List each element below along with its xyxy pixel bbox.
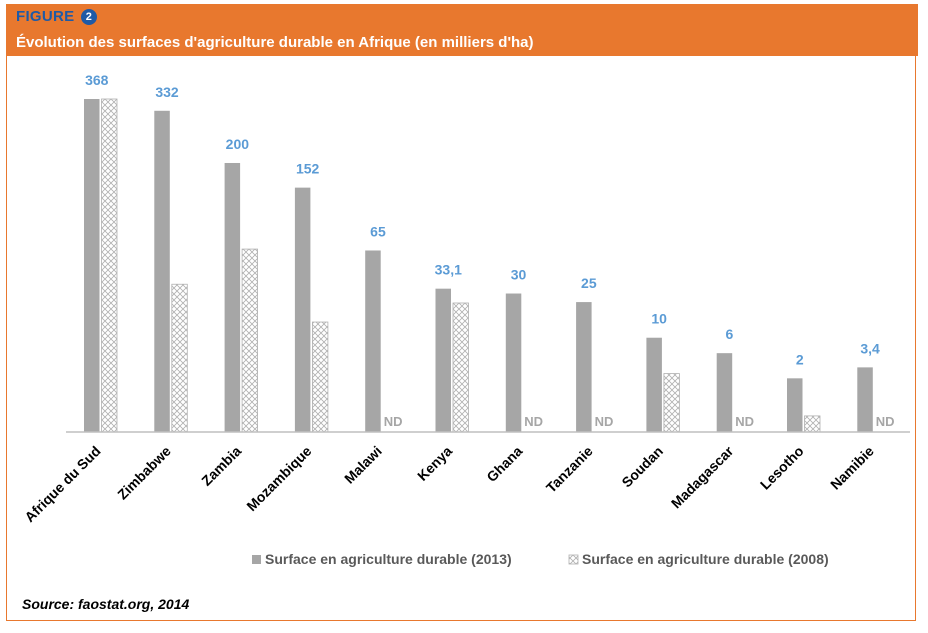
category-label-4: Malawi — [341, 443, 385, 487]
category-label-2: Zambia — [198, 443, 244, 489]
figure-number-badge: 2 — [80, 9, 97, 25]
category-label-1: Zimbabwe — [114, 443, 174, 503]
bar-2013-8 — [646, 337, 662, 432]
bar-2008-0 — [101, 98, 118, 433]
category-label-10: Lesotho — [757, 443, 807, 493]
bar-2013-5 — [435, 288, 451, 432]
category-label-9: Madagascar — [668, 442, 737, 511]
category-label-3: Mozambique — [243, 443, 314, 514]
bar-2013-2 — [224, 162, 241, 432]
value-label-2: 200 — [226, 136, 250, 152]
value-label-8: 10 — [651, 311, 667, 327]
value-label-3: 152 — [296, 161, 320, 177]
category-label-5: Kenya — [414, 443, 455, 484]
value-label-10: 2 — [796, 351, 804, 367]
bar-2013-11 — [857, 367, 873, 432]
value-label-9: 6 — [726, 326, 734, 342]
nd-label-11: ND — [876, 414, 895, 429]
legend-label-2008: Surface en agriculture durable (2008) — [582, 551, 829, 567]
category-label-0: Afrique du Sud — [21, 443, 103, 525]
bar-2013-1 — [154, 110, 170, 432]
source-note: Source: faostat.org, 2014 — [22, 596, 190, 612]
value-label-11: 3,4 — [860, 340, 880, 356]
bar-2013-6 — [505, 293, 522, 432]
value-label-5: 33,1 — [435, 262, 462, 278]
bar-2008-1 — [171, 283, 188, 433]
figure-header: FIGURE 2 Évolution des surfaces d'agricu… — [6, 4, 918, 56]
legend-swatch-2013 — [252, 555, 261, 564]
figure-label: FIGURE 2 — [16, 8, 97, 25]
bar-2008-2 — [241, 248, 259, 433]
category-label-6: Ghana — [483, 443, 525, 485]
value-label-6: 30 — [511, 267, 527, 283]
chart-title: Évolution des surfaces d'agriculture dur… — [16, 34, 534, 51]
legend-label-2013: Surface en agriculture durable (2013) — [265, 551, 512, 567]
figure-frame — [6, 56, 916, 621]
bar-2008-3 — [311, 321, 329, 433]
nd-label-9: ND — [735, 414, 754, 429]
bar-2008-8 — [663, 373, 680, 433]
nd-label-7: ND — [595, 414, 614, 429]
bar-2013-3 — [294, 187, 311, 432]
bar-2013-9 — [716, 353, 733, 432]
bar-2013-10 — [787, 378, 803, 432]
value-label-0: 368 — [85, 72, 109, 88]
category-label-7: Tanzanie — [543, 443, 596, 496]
legend-swatch-2008 — [568, 554, 579, 565]
category-label-11: Namibie — [827, 443, 877, 493]
value-label-7: 25 — [581, 275, 597, 291]
value-label-1: 332 — [155, 84, 179, 100]
bar-2013-4 — [365, 250, 381, 432]
nd-label-4: ND — [384, 414, 403, 429]
bar-2008-10 — [804, 415, 821, 433]
nd-label-6: ND — [524, 414, 543, 429]
bar-2013-0 — [84, 99, 100, 432]
bar-2008-5 — [452, 302, 469, 433]
bar-2013-7 — [576, 302, 592, 432]
value-label-4: 65 — [370, 223, 386, 239]
category-label-8: Soudan — [618, 443, 666, 491]
